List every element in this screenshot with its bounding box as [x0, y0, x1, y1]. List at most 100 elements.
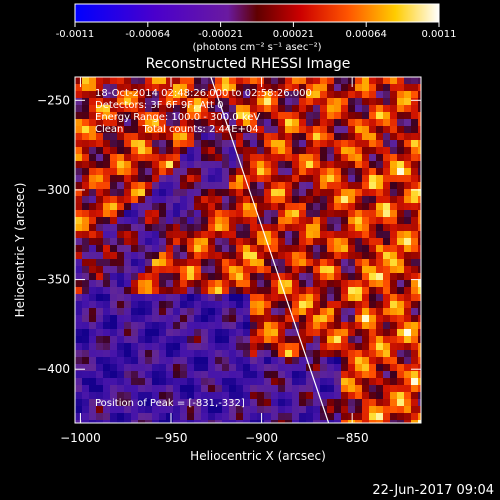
heatmap-cell: [201, 420, 209, 423]
heatmap-cell: [334, 287, 342, 295]
heatmap-cell: [327, 126, 335, 134]
heatmap-cell: [117, 343, 125, 351]
heatmap-cell: [397, 322, 405, 330]
heatmap-cell: [250, 238, 258, 246]
heatmap-cell: [89, 385, 97, 393]
heatmap-cell: [138, 371, 146, 379]
heatmap-cell: [264, 126, 272, 134]
heatmap-cell: [320, 294, 328, 302]
heatmap-cell: [341, 322, 349, 330]
heatmap-cell: [187, 238, 195, 246]
heatmap-cell: [418, 406, 421, 414]
heatmap-cell: [222, 364, 230, 372]
y-tick-label: −400: [37, 362, 70, 376]
heatmap-cell: [313, 231, 321, 239]
heatmap-cell: [201, 203, 209, 211]
heatmap-cell: [264, 273, 272, 281]
heatmap-cell: [257, 343, 265, 351]
heatmap-cell: [173, 98, 181, 106]
heatmap-cell: [257, 105, 265, 113]
heatmap-cell: [152, 322, 160, 330]
heatmap-cell: [250, 336, 258, 344]
heatmap-cell: [411, 168, 419, 176]
heatmap-cell: [187, 105, 195, 113]
heatmap-cell: [243, 301, 251, 309]
heatmap-cell: [313, 273, 321, 281]
heatmap-cell: [313, 266, 321, 274]
heatmap-cell: [187, 231, 195, 239]
heatmap-cell: [180, 105, 188, 113]
heatmap-cell: [229, 161, 237, 169]
heatmap-cell: [222, 119, 230, 127]
heatmap-cell: [271, 189, 279, 197]
heatmap-cell: [208, 182, 216, 190]
heatmap-cell: [327, 385, 335, 393]
heatmap-cell: [75, 252, 83, 260]
heatmap-cell: [194, 399, 202, 407]
heatmap-cell: [362, 413, 370, 421]
heatmap-cell: [341, 364, 349, 372]
heatmap-cell: [418, 350, 421, 358]
heatmap-cell: [89, 413, 97, 421]
heatmap-cell: [369, 315, 377, 323]
heatmap-cell: [145, 91, 153, 99]
heatmap-cell: [376, 364, 384, 372]
heatmap-cell: [285, 413, 293, 421]
heatmap-cell: [313, 203, 321, 211]
heatmap-cell: [355, 161, 363, 169]
heatmap-cell: [334, 168, 342, 176]
heatmap-cell: [82, 420, 90, 423]
heatmap-cell: [397, 399, 405, 407]
heatmap-cell: [166, 294, 174, 302]
heatmap-cell: [152, 224, 160, 232]
heatmap-cell: [236, 385, 244, 393]
heatmap-cell: [362, 154, 370, 162]
heatmap-cell: [355, 357, 363, 365]
heatmap-cell: [75, 399, 83, 407]
heatmap-cell: [264, 189, 272, 197]
heatmap-cell: [376, 203, 384, 211]
heatmap-cell: [383, 385, 391, 393]
heatmap-cell: [131, 252, 139, 260]
heatmap-cell: [285, 406, 293, 414]
heatmap-cell: [299, 266, 307, 274]
heatmap-cell: [257, 210, 265, 218]
heatmap-cell: [250, 392, 258, 400]
heatmap-cell: [299, 252, 307, 260]
heatmap-cell: [89, 301, 97, 309]
heatmap-cell: [250, 119, 258, 127]
heatmap-cell: [257, 315, 265, 323]
heatmap-cell: [110, 280, 118, 288]
heatmap-cell: [110, 161, 118, 169]
heatmap-cell: [194, 252, 202, 260]
heatmap-cell: [201, 329, 209, 337]
heatmap-cell: [320, 357, 328, 365]
heatmap-cell: [75, 336, 83, 344]
heatmap-cell: [180, 252, 188, 260]
heatmap-cell: [257, 406, 265, 414]
heatmap-cell: [110, 140, 118, 148]
heatmap-cell: [131, 224, 139, 232]
heatmap-cell: [222, 420, 230, 423]
heatmap-cell: [166, 175, 174, 183]
heatmap-cell: [236, 259, 244, 267]
heatmap-cell: [264, 168, 272, 176]
heatmap-cell: [236, 175, 244, 183]
heatmap-cell: [362, 385, 370, 393]
heatmap-cell: [418, 147, 421, 155]
heatmap-cell: [138, 119, 146, 127]
colorbar-tick-label: -0.0011: [56, 29, 95, 40]
heatmap-cell: [292, 245, 300, 253]
heatmap-cell: [376, 406, 384, 414]
heatmap-cell: [131, 392, 139, 400]
heatmap-cell: [355, 119, 363, 127]
heatmap-cell: [194, 210, 202, 218]
heatmap-cell: [187, 91, 195, 99]
heatmap-cell: [82, 350, 90, 358]
heatmap-cell: [313, 259, 321, 267]
heatmap-cell: [278, 378, 286, 386]
heatmap-cell: [82, 112, 90, 120]
heatmap-cell: [250, 98, 258, 106]
heatmap-cell: [103, 168, 111, 176]
heatmap-cell: [145, 238, 153, 246]
